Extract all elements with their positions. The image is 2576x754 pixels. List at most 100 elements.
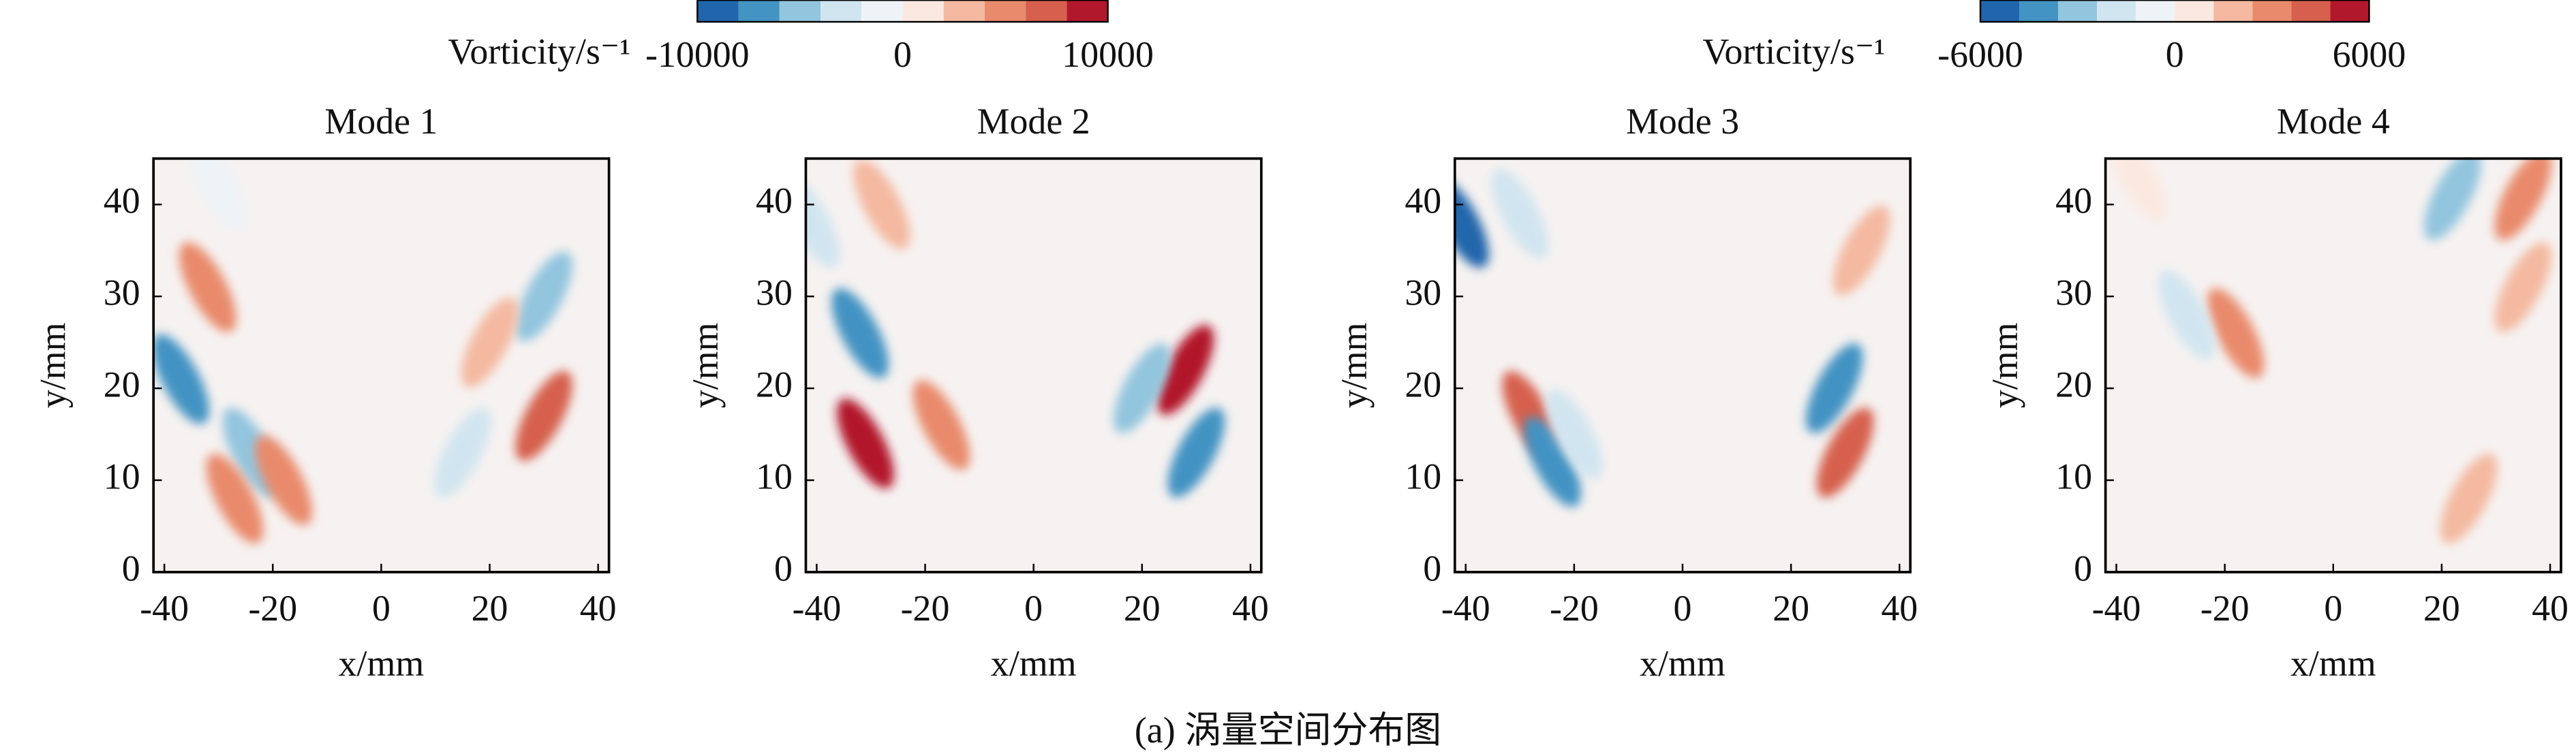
colorbar-swatch (902, 0, 944, 22)
vortex (806, 178, 840, 268)
colorbar-tick-label: 0 (2166, 34, 2184, 75)
colorbar-swatch (943, 0, 985, 22)
y-tick-label: 20 (104, 364, 140, 405)
x-tick-label: 0 (372, 588, 390, 629)
chart-title: Mode 3 (1626, 101, 1739, 142)
vortex (1454, 178, 1489, 268)
x-tick-label: -20 (1550, 588, 1599, 629)
colorbar-swatch (2058, 0, 2098, 22)
y-tick-label: 40 (2055, 180, 2092, 221)
colorbar-tick-label: -10000 (645, 34, 750, 75)
x-tick-label: -20 (248, 588, 297, 629)
vortex (2109, 158, 2167, 222)
vortex (461, 297, 519, 388)
colorbar-swatch (2019, 0, 2059, 22)
y-tick-label: 30 (104, 272, 140, 313)
x-axis-label: x/mm (2290, 643, 2376, 684)
vortex (853, 159, 910, 250)
x-axis-label: x/mm (1640, 643, 1726, 684)
colorbar-frame (1979, 0, 2370, 23)
x-tick-label: -20 (2201, 588, 2250, 629)
vortex (1805, 343, 1863, 434)
x-tick-label: -40 (2092, 588, 2141, 629)
vortex (515, 251, 572, 342)
x-tick-label: 40 (2532, 588, 2569, 629)
field (153, 158, 572, 544)
vortex (2494, 242, 2552, 332)
field (2109, 158, 2552, 544)
chart-title: Mode 1 (324, 101, 438, 142)
vortex (2440, 453, 2498, 544)
x-tick-label: -40 (1441, 588, 1490, 629)
colorbar-swatch (1067, 0, 1108, 22)
vortex (255, 435, 313, 526)
y-tick-label: 0 (2074, 548, 2092, 588)
x-tick-label: -20 (901, 588, 950, 629)
vortex (1491, 168, 1549, 259)
y-axis-label: y/mm (685, 322, 726, 408)
colorbar-swatch (779, 0, 821, 22)
y-tick-label: 40 (104, 180, 140, 221)
y-tick-label: 30 (756, 272, 793, 313)
vortex (837, 398, 894, 489)
x-tick-label: 0 (2324, 588, 2342, 629)
y-tick-label: 40 (756, 180, 793, 221)
vortex (2423, 158, 2481, 240)
colorbar-tick-label: -6000 (1937, 34, 2023, 75)
vortex (1545, 389, 1603, 480)
field (1454, 168, 1890, 507)
colorbar-swatch (821, 0, 862, 22)
x-tick-label: 40 (580, 588, 617, 629)
caption: (a) 涡量空间分布图 (1135, 710, 1441, 751)
y-tick-label: 20 (756, 364, 793, 405)
vortex (1524, 416, 1581, 507)
colorbar-swatch (738, 0, 780, 22)
vortex (1167, 407, 1225, 498)
x-tick-label: 20 (1124, 588, 1161, 629)
y-tick-label: 0 (1423, 548, 1441, 588)
colorbar-swatch (1026, 0, 1067, 22)
y-tick-label: 10 (1405, 456, 1441, 497)
y-tick-label: 30 (2055, 272, 2092, 313)
x-tick-label: 0 (1674, 588, 1692, 629)
colorbar-swatch (2291, 0, 2331, 22)
colorbar-label: Vorticity/s⁻¹ (448, 31, 630, 72)
colorbar-swatch (1980, 0, 2020, 22)
x-tick-label: 20 (2423, 588, 2460, 629)
vortex (1113, 343, 1171, 434)
x-tick-label: 0 (1024, 588, 1043, 629)
chart-title: Mode 2 (977, 101, 1090, 142)
vortex (2207, 288, 2265, 379)
vortex (1833, 205, 1890, 296)
colorbar-swatch (2136, 0, 2175, 22)
y-tick-label: 10 (104, 456, 140, 497)
y-axis-label: y/mm (1984, 322, 2025, 408)
x-tick-label: 40 (1232, 588, 1269, 629)
y-tick-label: 0 (774, 548, 793, 588)
vortex (2158, 270, 2215, 360)
vortex (1816, 407, 1874, 498)
y-tick-label: 20 (1405, 364, 1441, 405)
y-tick-label: 40 (1405, 180, 1441, 221)
colorbar-swatch (2175, 0, 2214, 22)
y-tick-label: 10 (756, 456, 793, 497)
y-tick-label: 0 (122, 548, 140, 588)
field (806, 159, 1225, 498)
colorbar-swatch (2213, 0, 2253, 22)
vortex (2494, 158, 2552, 240)
colorbar-swatch (2330, 0, 2370, 22)
plot-background (2105, 158, 2561, 572)
y-axis-label: y/mm (33, 322, 74, 408)
x-tick-label: -40 (792, 588, 841, 629)
x-axis-label: x/mm (991, 643, 1077, 684)
vortex (206, 453, 264, 544)
colorbar-swatch (2252, 0, 2292, 22)
vortex (153, 334, 209, 424)
x-tick-label: -40 (140, 588, 189, 629)
colorbar-tick-label: 0 (893, 34, 912, 75)
vortex (515, 371, 572, 461)
colorbar-swatch (984, 0, 1026, 22)
colorbar-swatch (697, 0, 739, 22)
y-axis-label: y/mm (1334, 322, 1375, 408)
